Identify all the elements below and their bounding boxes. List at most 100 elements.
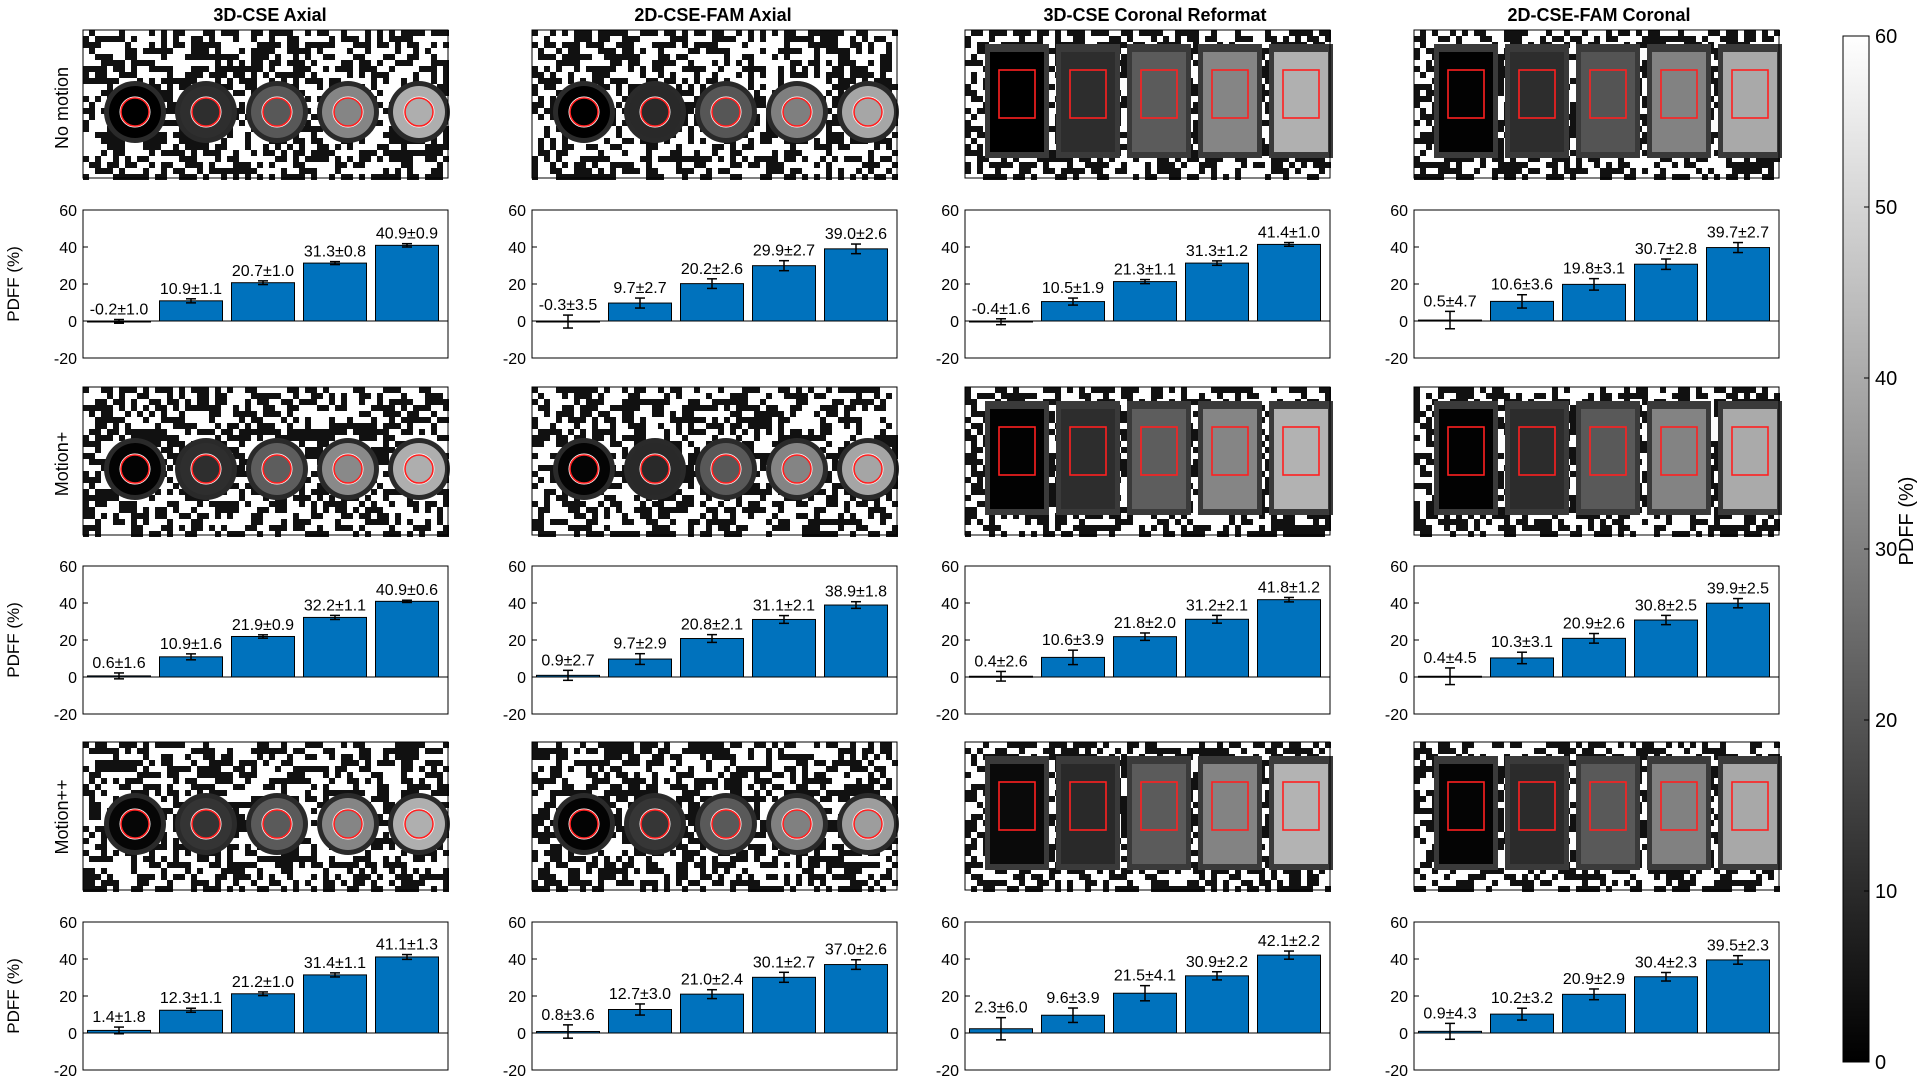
data-label: 10.5±1.9 — [1042, 280, 1104, 297]
colorbar-label: PDFF (%) — [1896, 477, 1918, 566]
roi-inner — [568, 808, 600, 840]
colorbar: 0 10 20 30 40 50 60 PDFF (%) — [1842, 26, 1918, 1074]
roi-box — [1518, 781, 1556, 831]
vial — [1203, 52, 1257, 152]
bar — [1185, 975, 1249, 1034]
pdff-map-3-1 — [82, 741, 450, 892]
data-label: 31.3±1.2 — [1186, 243, 1248, 260]
y-tick-label: 20 — [1390, 277, 1408, 294]
data-label: 10.2±3.2 — [1491, 990, 1553, 1007]
roi-box — [1447, 69, 1485, 119]
vial — [558, 86, 610, 138]
bar — [680, 283, 744, 322]
column-title-2: 2D-CSE-FAM Axial — [634, 5, 791, 25]
vial — [1652, 409, 1706, 509]
roi-circle — [853, 809, 883, 839]
roi-inner — [403, 96, 435, 128]
pdff-map-3-3 — [964, 741, 1333, 892]
roi-circle — [404, 97, 434, 127]
roi-box — [998, 69, 1036, 119]
bar — [1634, 976, 1698, 1034]
y-tick-label: 40 — [59, 952, 77, 969]
map-frame — [1413, 29, 1780, 179]
roi-box — [1660, 426, 1698, 476]
roi-circle — [569, 809, 599, 839]
y-tick-label: 20 — [508, 277, 526, 294]
y-tick-label: -20 — [54, 351, 77, 368]
roi-box — [1589, 781, 1627, 831]
map-frame — [964, 29, 1331, 179]
vial — [1274, 52, 1328, 152]
bar-chart-3-3: -20 0 20 40 60 2.3±6.0 9.6±3.9 21.5±4.1 30.9±2.2… — [936, 915, 1331, 1080]
vial — [109, 798, 161, 850]
y-tick-label: 60 — [941, 915, 959, 932]
bar-chart-2-3: -20 0 20 40 60 0.4±2.6 10.6±3.9 21.8±2.0 31.2±2.… — [936, 559, 1331, 724]
bar — [375, 244, 439, 322]
y-tick-label: -20 — [503, 1063, 526, 1080]
data-label: 21.0±2.4 — [681, 972, 743, 989]
vial — [109, 86, 161, 138]
colorbar-tick-label: 10 — [1875, 881, 1897, 903]
vial — [322, 86, 374, 138]
data-label: 30.4±2.3 — [1635, 955, 1697, 972]
vial — [1723, 764, 1777, 864]
roi-inner — [119, 808, 151, 840]
vial — [1132, 764, 1186, 864]
bar — [1706, 959, 1770, 1034]
roi-circle — [640, 454, 670, 484]
y-tick-label: 0 — [517, 314, 526, 331]
y-tick-label: -20 — [936, 351, 959, 368]
data-label: 0.6±1.6 — [92, 655, 145, 672]
vial — [771, 443, 823, 495]
roi-box — [1282, 69, 1320, 119]
pdff-map-2-1 — [82, 386, 450, 537]
column-title-1: 3D-CSE Axial — [213, 5, 326, 25]
data-label: 0.9±2.7 — [541, 652, 594, 669]
bar — [1706, 602, 1770, 678]
pdff-map-3-2 — [531, 741, 899, 892]
data-label: 0.4±2.6 — [974, 653, 1027, 670]
roi-box — [1069, 69, 1107, 119]
y-tick-label: -20 — [1385, 1063, 1408, 1080]
data-label: 30.9±2.2 — [1186, 954, 1248, 971]
column-title-4: 2D-CSE-FAM Coronal — [1507, 5, 1690, 25]
bar — [1113, 992, 1177, 1034]
roi-inner — [190, 96, 222, 128]
bar — [1185, 618, 1249, 678]
pdff-map-3-4 — [1413, 741, 1782, 892]
vial — [1132, 409, 1186, 509]
data-label: 40.9±0.6 — [376, 582, 438, 599]
colorbar-tick-label: 60 — [1875, 26, 1897, 48]
data-label: 30.1±2.7 — [753, 954, 815, 971]
vial — [1061, 409, 1115, 509]
pdff-map-images — [82, 29, 1782, 892]
bar — [1562, 993, 1626, 1034]
data-label: 12.7±3.0 — [609, 986, 671, 1003]
data-label: 41.8±1.2 — [1258, 579, 1320, 596]
roi-box — [1731, 69, 1769, 119]
vial — [1581, 52, 1635, 152]
data-label: 31.4±1.1 — [304, 955, 366, 972]
vial — [558, 798, 610, 850]
bar — [752, 618, 816, 678]
data-label: 39.7±2.7 — [1707, 225, 1769, 242]
vial — [1061, 764, 1115, 864]
vial — [771, 86, 823, 138]
roi-box — [1140, 69, 1178, 119]
roi-box — [1069, 426, 1107, 476]
vial — [1581, 409, 1635, 509]
colorbar-tick-label: 30 — [1875, 539, 1897, 561]
bar — [1257, 954, 1321, 1034]
y-tick-label: 40 — [1390, 952, 1408, 969]
roi-box — [1447, 781, 1485, 831]
map-frame — [1413, 741, 1780, 891]
y-tick-label: 20 — [941, 989, 959, 1006]
bar-chart-1-4: -20 0 20 40 60 0.5±4.7 10.6±3.6 19.8±3.1 30.7±2.… — [1385, 203, 1780, 368]
data-label: 10.9±1.1 — [160, 281, 222, 298]
y-tick-label: -20 — [1385, 707, 1408, 724]
roi-inner — [119, 453, 151, 485]
vial — [1723, 409, 1777, 509]
bar — [1562, 637, 1626, 678]
data-label: 10.6±3.9 — [1042, 632, 1104, 649]
roi-box — [998, 781, 1036, 831]
